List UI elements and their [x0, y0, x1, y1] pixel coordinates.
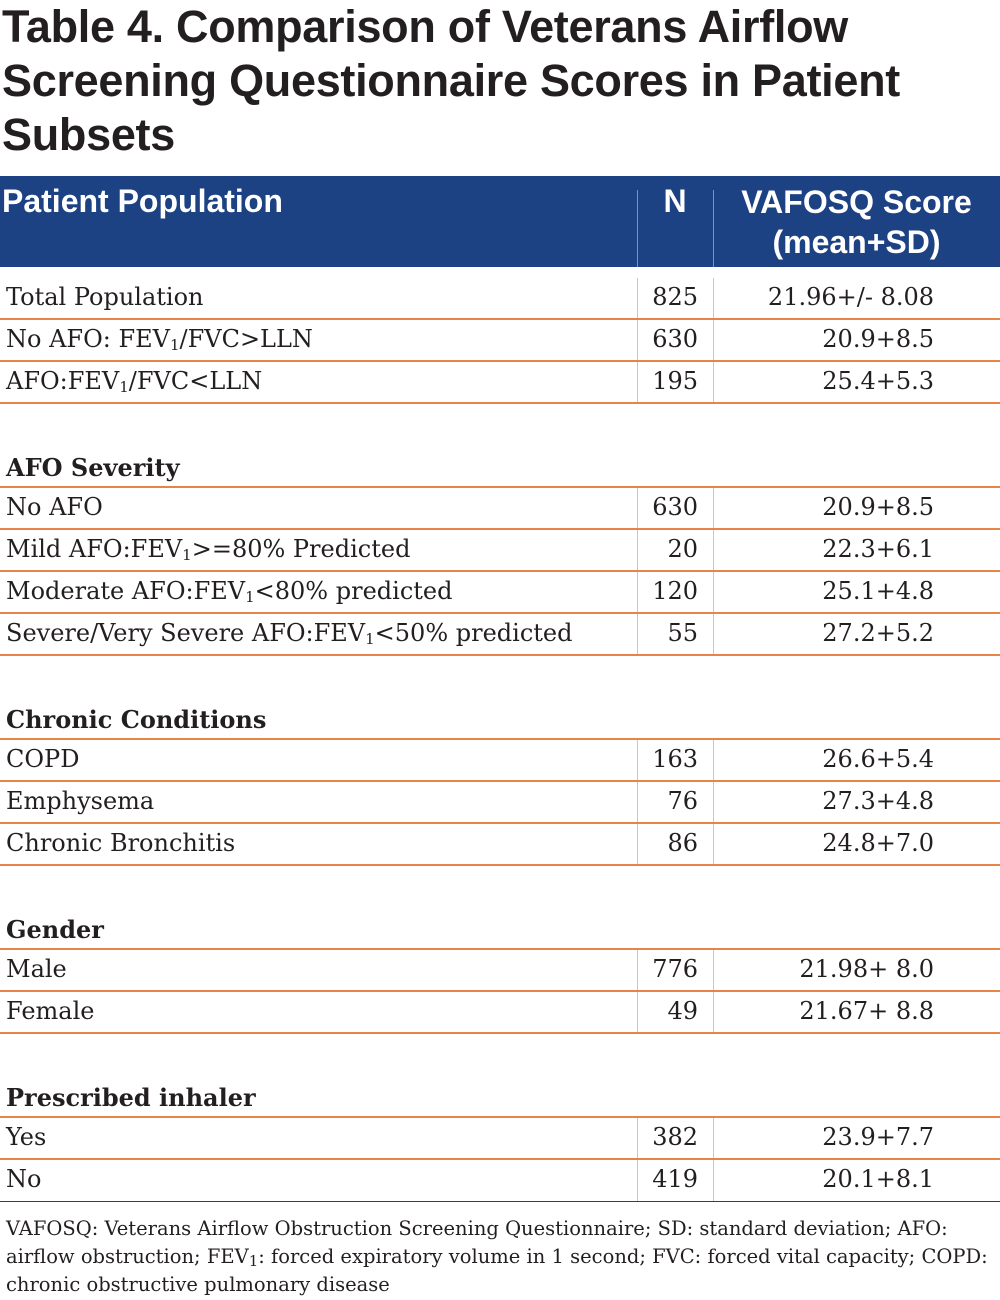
row-n: 195 [652, 367, 698, 395]
table-row: No AFO 630 20.9+8.5 [0, 488, 1000, 530]
row-n: 120 [652, 577, 698, 605]
row-n: 20 [667, 535, 698, 563]
row-score: 23.9+7.7 [822, 1123, 934, 1151]
row-score: 20.9+8.5 [822, 493, 934, 521]
row-label: COPD [6, 745, 80, 773]
row-label: No [6, 1165, 42, 1193]
table-row: Female 49 21.67+ 8.8 [0, 992, 1000, 1034]
row-label: Female [6, 997, 95, 1025]
column-header-score: VAFOSQ Score (mean+SD) [713, 182, 1000, 262]
row-n: 382 [652, 1123, 698, 1151]
row-score: 20.1+8.1 [822, 1165, 934, 1193]
section-heading-gender: Gender [0, 908, 1000, 950]
row-n: 630 [652, 493, 698, 521]
table-row: Severe/Very Severe AFO:FEV1<50% predicte… [0, 614, 1000, 656]
row-label: No AFO [6, 493, 103, 521]
row-n: 49 [667, 997, 698, 1025]
row-n: 86 [667, 829, 698, 857]
table-header: Patient Population N VAFOSQ Score (mean+… [0, 176, 1000, 267]
row-score: 27.2+5.2 [822, 619, 934, 647]
data-table: Total Population 825 21.96+/- 8.08 No AF… [0, 278, 1000, 1202]
row-n: 776 [652, 955, 698, 983]
row-score: 26.6+5.4 [822, 745, 934, 773]
row-score: 20.9+8.5 [822, 325, 934, 353]
row-label: Emphysema [6, 787, 155, 815]
table-row: Total Population 825 21.96+/- 8.08 [0, 278, 1000, 320]
table-row: COPD 163 26.6+5.4 [0, 740, 1000, 782]
column-header-n: N [663, 183, 687, 219]
table-footnote: VAFOSQ: Veterans Airflow Obstruction Scr… [6, 1217, 988, 1296]
row-label: AFO:FEV1/FVC<LLN [6, 367, 263, 396]
row-score: 21.67+ 8.8 [799, 997, 934, 1025]
table-row: Chronic Bronchitis 86 24.8+7.0 [0, 824, 1000, 866]
column-header-score-line2: (mean+SD) [772, 224, 941, 260]
row-score: 21.96+/- 8.08 [767, 283, 934, 311]
row-n: 825 [652, 283, 698, 311]
row-n: 419 [652, 1165, 698, 1193]
section-heading-prescribed-inhaler: Prescribed inhaler [0, 1076, 1000, 1118]
table-row: Male 776 21.98+ 8.0 [0, 950, 1000, 992]
row-score: 25.1+4.8 [822, 577, 934, 605]
section-heading-chronic-conditions: Chronic Conditions [0, 698, 1000, 740]
row-n: 630 [652, 325, 698, 353]
column-header-population: Patient Population [2, 183, 283, 219]
row-label: No AFO: FEV1/FVC>LLN [6, 325, 313, 354]
row-n: 76 [667, 787, 698, 815]
row-n: 55 [667, 619, 698, 647]
row-score: 27.3+4.8 [822, 787, 934, 815]
table-row: No 419 20.1+8.1 [0, 1160, 1000, 1202]
row-score: 24.8+7.0 [822, 829, 934, 857]
row-score: 21.98+ 8.0 [799, 955, 934, 983]
table-row: Moderate AFO:FEV1<80% predicted 120 25.1… [0, 572, 1000, 614]
table-row: AFO:FEV1/FVC<LLN 195 25.4+5.3 [0, 362, 1000, 404]
row-label: Male [6, 955, 67, 983]
table-row: Mild AFO:FEV1>=80% Predicted 20 22.3+6.1 [0, 530, 1000, 572]
column-header-score-line1: VAFOSQ Score [741, 184, 972, 220]
row-score: 22.3+6.1 [822, 535, 934, 563]
row-label: Total Population [6, 283, 204, 311]
row-label: Severe/Very Severe AFO:FEV1<50% predicte… [6, 619, 573, 648]
table-title: Table 4. Comparison of Veterans Airflow … [2, 1, 900, 160]
section-heading-afo-severity: AFO Severity [0, 446, 1000, 488]
row-label: Yes [6, 1123, 47, 1151]
row-label: Mild AFO:FEV1>=80% Predicted [6, 535, 411, 564]
column-divider [637, 190, 638, 267]
table-row: Emphysema 76 27.3+4.8 [0, 782, 1000, 824]
table-row: No AFO: FEV1/FVC>LLN 630 20.9+8.5 [0, 320, 1000, 362]
table-row: Yes 382 23.9+7.7 [0, 1118, 1000, 1160]
column-divider [713, 190, 714, 267]
row-label: Chronic Bronchitis [6, 829, 236, 857]
row-score: 25.4+5.3 [822, 367, 934, 395]
row-n: 163 [652, 745, 698, 773]
row-label: Moderate AFO:FEV1<80% predicted [6, 577, 453, 606]
